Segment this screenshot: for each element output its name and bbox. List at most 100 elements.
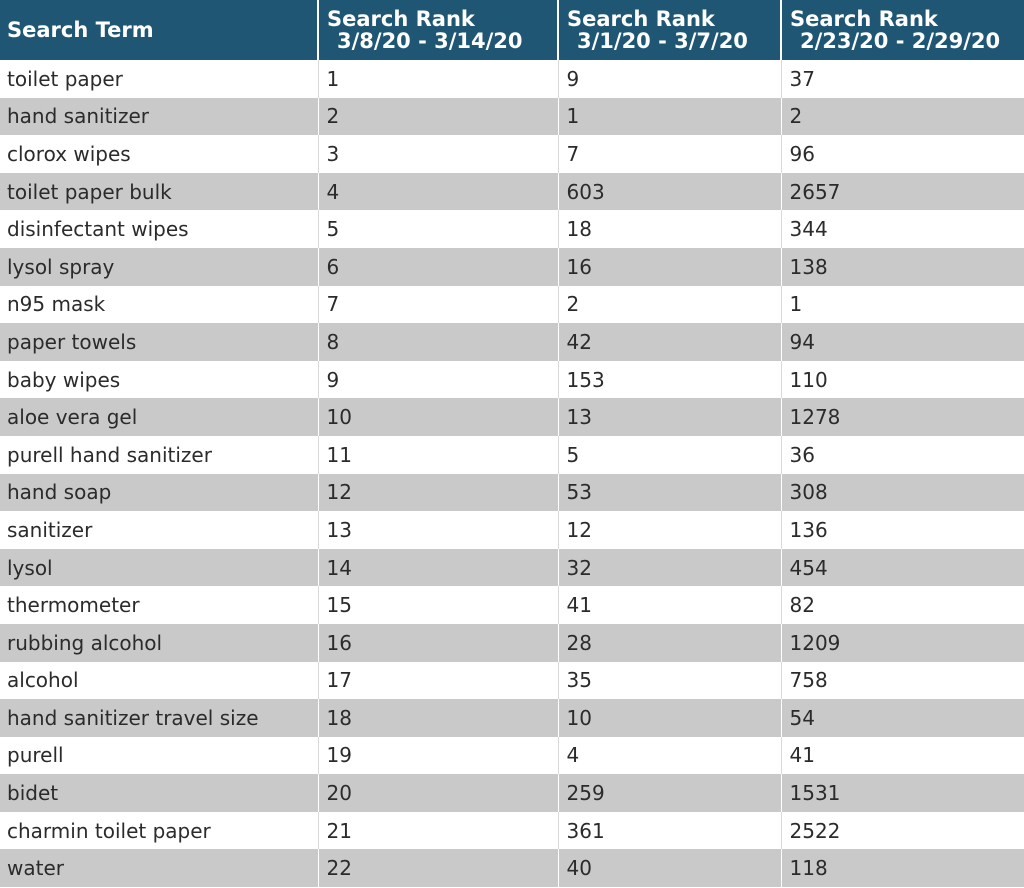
table-row: paper towels 8 42 94 bbox=[0, 323, 1024, 361]
rank-cell-week-3: 2522 bbox=[781, 811, 1024, 850]
rank-cell-week-1: 6 bbox=[318, 247, 559, 286]
table-row: aloe vera gel 10 13 1278 bbox=[0, 398, 1024, 436]
rank-cell-week-3: 1531 bbox=[781, 774, 1024, 812]
table-header: Search Term Search Rank 3/8/20 - 3/14/20… bbox=[0, 0, 1024, 60]
table-row: baby wipes 9 153 110 bbox=[0, 360, 1024, 399]
table-row: thermometer 15 41 82 bbox=[0, 586, 1024, 624]
rank-cell-week-1: 18 bbox=[318, 699, 559, 737]
table-body: toilet paper 1 9 37 hand sanitizer 2 1 2 clorox … bbox=[0, 60, 1024, 888]
column-header-title: Search Rank bbox=[790, 7, 938, 31]
search-term-cell: alcohol bbox=[0, 661, 319, 700]
rank-cell-week-3: 136 bbox=[781, 511, 1024, 549]
rank-cell-week-1: 8 bbox=[318, 323, 559, 361]
rank-cell-week-1: 4 bbox=[318, 172, 559, 211]
rank-cell-week-2: 16 bbox=[558, 247, 782, 286]
table-row: toilet paper 1 9 37 bbox=[0, 60, 1024, 98]
rank-cell-week-3: 118 bbox=[781, 849, 1024, 888]
search-term-cell: purell bbox=[0, 736, 319, 775]
column-header-date-range: 3/8/20 - 3/14/20 bbox=[337, 29, 523, 53]
search-term-cell: rubbing alcohol bbox=[0, 623, 319, 662]
search-term-cell: baby wipes bbox=[0, 360, 319, 399]
search-term-cell: hand sanitizer travel size bbox=[0, 699, 319, 737]
rank-cell-week-1: 21 bbox=[318, 811, 559, 850]
search-term-cell: lysol bbox=[0, 548, 319, 587]
rank-cell-week-1: 17 bbox=[318, 661, 559, 700]
rank-cell-week-3: 308 bbox=[781, 473, 1024, 512]
rank-cell-week-1: 5 bbox=[318, 210, 559, 248]
search-term-cell: toilet paper bulk bbox=[0, 172, 319, 211]
rank-cell-week-3: 344 bbox=[781, 210, 1024, 248]
search-term-cell: charmin toilet paper bbox=[0, 811, 319, 850]
search-term-cell: disinfectant wipes bbox=[0, 210, 319, 248]
rank-cell-week-2: 32 bbox=[558, 548, 782, 587]
rank-cell-week-1: 19 bbox=[318, 736, 559, 775]
table-row: n95 mask 7 2 1 bbox=[0, 285, 1024, 324]
header-row: Search Term Search Rank 3/8/20 - 3/14/20… bbox=[0, 0, 1024, 60]
rank-cell-week-3: 96 bbox=[781, 135, 1024, 173]
search-term-cell: thermometer bbox=[0, 586, 319, 624]
rank-cell-week-2: 18 bbox=[558, 210, 782, 248]
rank-cell-week-2: 9 bbox=[558, 60, 782, 98]
table-row: hand sanitizer travel size 18 10 54 bbox=[0, 699, 1024, 737]
rank-cell-week-2: 153 bbox=[558, 360, 782, 399]
rank-cell-week-1: 10 bbox=[318, 398, 559, 436]
table-row: sanitizer 13 12 136 bbox=[0, 511, 1024, 549]
rank-cell-week-3: 37 bbox=[781, 60, 1024, 98]
rank-cell-week-2: 7 bbox=[558, 135, 782, 173]
table-row: lysol 14 32 454 bbox=[0, 548, 1024, 587]
rank-cell-week-3: 2657 bbox=[781, 172, 1024, 211]
search-term-cell: sanitizer bbox=[0, 511, 319, 549]
rank-cell-week-1: 15 bbox=[318, 586, 559, 624]
search-term-cell: lysol spray bbox=[0, 247, 319, 286]
rank-cell-week-3: 1209 bbox=[781, 623, 1024, 662]
table-row: clorox wipes 3 7 96 bbox=[0, 135, 1024, 173]
rank-cell-week-1: 1 bbox=[318, 60, 559, 98]
rank-cell-week-1: 13 bbox=[318, 511, 559, 549]
table-row: disinfectant wipes 5 18 344 bbox=[0, 210, 1024, 248]
rank-cell-week-2: 13 bbox=[558, 398, 782, 436]
rank-cell-week-1: 16 bbox=[318, 623, 559, 662]
table-row: charmin toilet paper 21 361 2522 bbox=[0, 811, 1024, 850]
rank-cell-week-1: 3 bbox=[318, 135, 559, 173]
column-header-week-2: Search Rank 3/1/20 - 3/7/20 bbox=[558, 0, 782, 60]
column-header-search-term: Search Term bbox=[0, 0, 319, 60]
rank-cell-week-3: 1278 bbox=[781, 398, 1024, 436]
table-row: toilet paper bulk 4 603 2657 bbox=[0, 172, 1024, 211]
rank-cell-week-2: 35 bbox=[558, 661, 782, 700]
table-row: purell hand sanitizer 11 5 36 bbox=[0, 435, 1024, 474]
rank-cell-week-2: 41 bbox=[558, 586, 782, 624]
search-term-cell: bidet bbox=[0, 774, 319, 812]
search-term-cell: paper towels bbox=[0, 323, 319, 361]
rank-cell-week-2: 42 bbox=[558, 323, 782, 361]
rank-cell-week-1: 11 bbox=[318, 435, 559, 474]
rank-cell-week-2: 1 bbox=[558, 97, 782, 136]
search-term-cell: hand soap bbox=[0, 473, 319, 512]
rank-cell-week-3: 2 bbox=[781, 97, 1024, 136]
rank-cell-week-1: 9 bbox=[318, 360, 559, 399]
rank-cell-week-3: 758 bbox=[781, 661, 1024, 700]
rank-cell-week-2: 4 bbox=[558, 736, 782, 775]
search-term-cell: aloe vera gel bbox=[0, 398, 319, 436]
rank-cell-week-3: 110 bbox=[781, 360, 1024, 399]
table-row: alcohol 17 35 758 bbox=[0, 661, 1024, 700]
rank-cell-week-3: 454 bbox=[781, 548, 1024, 587]
column-header-title: Search Rank bbox=[327, 7, 475, 31]
search-term-cell: clorox wipes bbox=[0, 135, 319, 173]
rank-cell-week-1: 20 bbox=[318, 774, 559, 812]
rank-cell-week-2: 5 bbox=[558, 435, 782, 474]
rank-cell-week-1: 22 bbox=[318, 849, 559, 888]
rank-cell-week-1: 14 bbox=[318, 548, 559, 587]
search-term-cell: hand sanitizer bbox=[0, 97, 319, 136]
rank-cell-week-3: 41 bbox=[781, 736, 1024, 775]
rank-cell-week-2: 12 bbox=[558, 511, 782, 549]
rank-cell-week-2: 603 bbox=[558, 172, 782, 211]
rank-cell-week-2: 259 bbox=[558, 774, 782, 812]
table-row: lysol spray 6 16 138 bbox=[0, 247, 1024, 286]
table-row: water 22 40 118 bbox=[0, 849, 1024, 888]
rank-cell-week-1: 7 bbox=[318, 285, 559, 324]
rank-cell-week-1: 12 bbox=[318, 473, 559, 512]
search-term-cell: purell hand sanitizer bbox=[0, 435, 319, 474]
table-row: hand sanitizer 2 1 2 bbox=[0, 97, 1024, 136]
rank-cell-week-3: 138 bbox=[781, 247, 1024, 286]
